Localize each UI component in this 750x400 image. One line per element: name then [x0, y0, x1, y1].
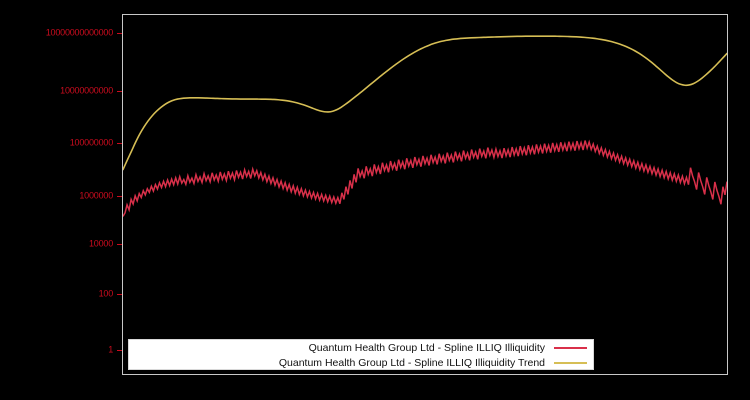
legend-swatch-icon: [554, 362, 587, 364]
y-tick-mark: [117, 294, 122, 295]
legend: Quantum Health Group Ltd - Spline ILLIQ …: [128, 339, 594, 370]
y-tick-label: 1000000: [79, 190, 113, 201]
series-line-illiquidity: [123, 139, 727, 217]
y-tick-label: 100: [98, 288, 114, 299]
plot-area: [122, 14, 728, 375]
y-tick-label: 10000000000: [60, 85, 113, 96]
legend-label: Quantum Health Group Ltd - Spline ILLIQ …: [308, 341, 545, 354]
legend-swatch-icon: [554, 347, 587, 349]
y-tick-label: 1: [108, 344, 113, 355]
y-tick-mark: [117, 33, 122, 34]
y-axis: 10000000000000 10000000000 100000000 100…: [0, 0, 122, 400]
y-tick-mark: [117, 350, 122, 351]
plot-svg: [123, 35, 727, 217]
y-tick-mark: [117, 244, 122, 245]
y-tick-mark: [117, 143, 122, 144]
y-tick-label: 100000000: [69, 137, 113, 148]
y-tick-mark: [117, 196, 122, 197]
y-tick-label: 10000: [88, 238, 113, 249]
y-tick-mark: [117, 91, 122, 92]
legend-entry-trend: Quantum Health Group Ltd - Spline ILLIQ …: [129, 356, 593, 370]
legend-label: Quantum Health Group Ltd - Spline ILLIQ …: [278, 356, 545, 369]
y-tick-label: 10000000000000: [45, 27, 113, 38]
legend-entry-illiquidity: Quantum Health Group Ltd - Spline ILLIQ …: [129, 341, 593, 355]
series-line-trend: [123, 35, 727, 171]
